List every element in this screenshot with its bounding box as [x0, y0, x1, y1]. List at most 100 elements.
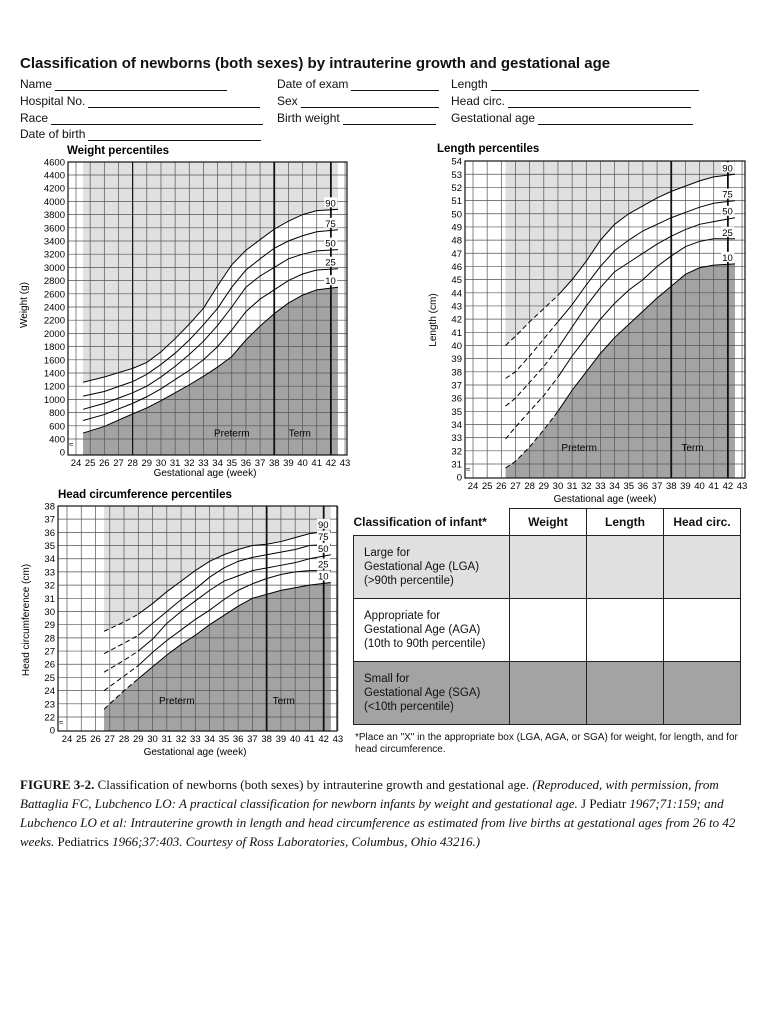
- region-label-term: Term: [273, 696, 295, 707]
- y-tick-label: 25: [44, 673, 55, 684]
- field-line[interactable]: [538, 113, 694, 125]
- percentile-label: 25: [318, 559, 329, 570]
- x-tick-label: 35: [226, 458, 237, 469]
- x-tick-label: 29: [133, 734, 144, 745]
- field-line[interactable]: [490, 79, 699, 91]
- y-tick-label: 35: [451, 407, 462, 418]
- y-tick-label: 0: [50, 726, 55, 737]
- y-tick-label: 36: [44, 528, 55, 539]
- aga-head-circ-box[interactable]: [663, 598, 741, 662]
- x-tick-label: 40: [694, 481, 705, 492]
- x-tick-label: 24: [468, 481, 479, 492]
- x-tick-label: 39: [680, 481, 691, 492]
- y-tick-label: 4000: [44, 197, 65, 208]
- birth-weight-field[interactable]: Birth weight: [277, 111, 436, 125]
- hospital-no-field[interactable]: Hospital No.: [20, 94, 261, 108]
- percentile-label-bg: [324, 256, 338, 267]
- x-tick-label: 34: [609, 481, 620, 492]
- table-header-head-circ: Head circ.: [663, 508, 741, 536]
- y-tick-label: 23: [44, 699, 55, 710]
- field-label: Birth weight: [277, 111, 340, 125]
- field-line[interactable]: [55, 79, 228, 91]
- x-tick-label: 26: [496, 481, 507, 492]
- form-title: Classification of newborns (both sexes) …: [20, 55, 611, 72]
- field-line[interactable]: [88, 129, 262, 141]
- y-tick-label: 22: [44, 713, 55, 724]
- x-tick-label: 26: [99, 458, 110, 469]
- y-tick-label: 27: [44, 647, 55, 658]
- field-line[interactable]: [342, 113, 436, 125]
- field-label: Head circ.: [451, 94, 506, 108]
- x-tick-label: 32: [184, 458, 195, 469]
- x-tick-label: 29: [142, 458, 153, 469]
- aga-length-box[interactable]: [586, 598, 664, 662]
- table-note: *Place an "X" in the appropriate box (LG…: [355, 732, 738, 755]
- x-tick-label: 39: [276, 734, 287, 745]
- field-line[interactable]: [508, 96, 692, 108]
- aga-region: [104, 531, 331, 710]
- head-circ-field[interactable]: Head circ.: [451, 94, 692, 108]
- row-label-line: Gestational Age (AGA): [364, 624, 481, 636]
- y-tick-label: 36: [451, 394, 462, 405]
- date-of-exam-field[interactable]: Date of exam: [277, 77, 440, 91]
- y-tick-label: 4400: [44, 171, 65, 182]
- length-field[interactable]: Length: [451, 77, 699, 91]
- y-tick-label: 47: [451, 249, 462, 260]
- x-tick-label: 43: [737, 481, 748, 492]
- figure-caption: FIGURE 3-2. Classification of newborns (…: [20, 775, 755, 851]
- sga-region: [104, 582, 331, 731]
- lga-weight-box[interactable]: [509, 535, 587, 599]
- lga-head-circ-box[interactable]: [663, 535, 741, 599]
- x-axis-label: Gestational age (week): [554, 494, 657, 505]
- lga-length-box[interactable]: [586, 535, 664, 599]
- sga-length-box[interactable]: [586, 661, 664, 725]
- percentile-label-bg: [324, 197, 338, 208]
- y-tick-label: 49: [451, 222, 462, 233]
- x-tick-label: 28: [127, 458, 138, 469]
- caption-text: Classification of newborns (both sexes) …: [94, 777, 533, 792]
- y-axis-label: Weight (g): [19, 282, 30, 328]
- field-line[interactable]: [300, 96, 439, 108]
- region-label-preterm: Preterm: [159, 696, 195, 707]
- sex-field[interactable]: Sex: [277, 94, 439, 108]
- race-field[interactable]: Race: [20, 111, 264, 125]
- percentile-label-bg: [721, 162, 735, 173]
- x-tick-label: 29: [539, 481, 550, 492]
- percentile-label-bg: [721, 188, 735, 199]
- y-tick-label: 31: [44, 594, 55, 605]
- region-label-preterm: Preterm: [214, 428, 250, 439]
- field-label: Sex: [277, 94, 298, 108]
- gestational-age-field[interactable]: Gestational age: [451, 111, 694, 125]
- percentile-curve-dashed: [103, 665, 139, 692]
- x-tick-label: 24: [62, 734, 73, 745]
- x-tick-label: 43: [340, 458, 351, 469]
- y-tick-label: 48: [451, 236, 462, 247]
- date-of-birth-field[interactable]: Date of birth: [20, 127, 262, 141]
- field-line[interactable]: [351, 79, 440, 91]
- y-tick-label: 1600: [44, 355, 65, 366]
- table-header-length: Length: [586, 508, 664, 536]
- aga-region: [505, 174, 735, 468]
- y-tick-label: 33: [44, 567, 55, 578]
- sga-weight-box[interactable]: [509, 661, 587, 725]
- field-label: Name: [20, 77, 53, 91]
- name-field[interactable]: Name: [20, 77, 228, 91]
- percentile-curve-90: [82, 208, 338, 383]
- sga-head-circ-box[interactable]: [663, 661, 741, 725]
- percentile-label-bg: [324, 275, 338, 286]
- plot-frame: [67, 161, 348, 456]
- y-tick-label: 46: [451, 262, 462, 273]
- y-tick-label: 1800: [44, 342, 65, 353]
- y-tick-label: 41: [451, 328, 462, 339]
- field-line[interactable]: [88, 96, 261, 108]
- x-tick-label: 27: [104, 734, 115, 745]
- y-tick-label: 37: [451, 380, 462, 391]
- percentile-label: 25: [722, 228, 733, 239]
- y-tick-label: 39: [451, 354, 462, 365]
- x-tick-label: 41: [311, 458, 322, 469]
- field-line[interactable]: [51, 113, 264, 125]
- aga-weight-box[interactable]: [509, 598, 587, 662]
- percentile-curve-dashed: [505, 295, 559, 346]
- x-tick-label: 33: [190, 734, 201, 745]
